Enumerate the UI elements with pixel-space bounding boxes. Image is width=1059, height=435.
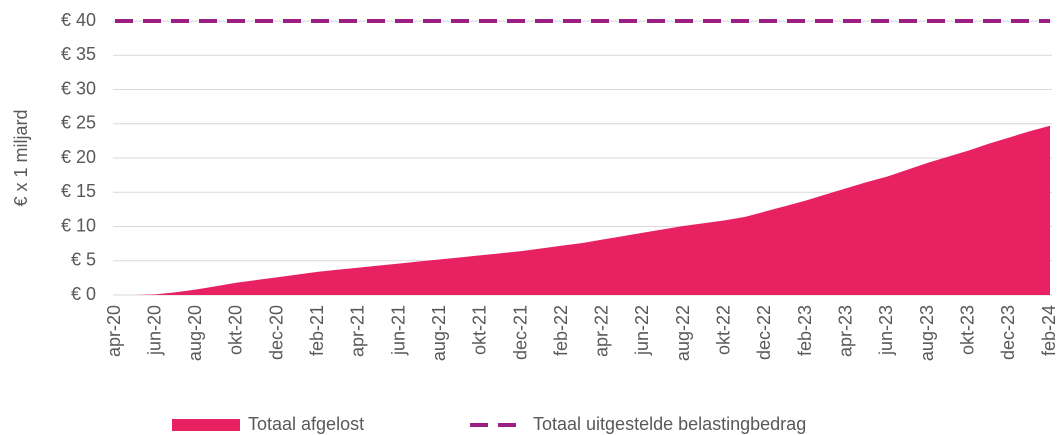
y-tick-label: € 20 [61, 147, 96, 167]
y-tick-label: € 25 [61, 113, 96, 133]
x-tick-label: aug-20 [185, 305, 205, 361]
y-tick-label: € 30 [61, 78, 96, 98]
x-tick-label: aug-21 [429, 305, 449, 361]
x-tick-label: okt-23 [957, 305, 977, 355]
y-tick-label: € 5 [71, 250, 96, 270]
x-tick-label: dec-20 [266, 305, 286, 360]
x-tick-label: feb-21 [307, 305, 327, 356]
legend-label: Totaal afgelost [248, 414, 364, 434]
x-tick-label: aug-23 [917, 305, 937, 361]
x-tick-label: feb-23 [795, 305, 815, 356]
y-tick-label: € 40 [61, 10, 96, 30]
x-tick-label: aug-22 [673, 305, 693, 361]
y-tick-label: € 35 [61, 44, 96, 64]
x-tick-label: feb-24 [1039, 305, 1059, 356]
x-tick-label: jun-22 [632, 305, 652, 356]
x-tick-label: okt-22 [714, 305, 734, 355]
x-tick-label: okt-20 [226, 305, 246, 355]
y-tick-label: € 10 [61, 215, 96, 235]
y-tick-label: € 0 [71, 284, 96, 304]
x-tick-label: apr-20 [104, 305, 124, 357]
x-tick-label: dec-23 [998, 305, 1018, 360]
x-tick-label: okt-21 [470, 305, 490, 355]
legend-label: Totaal uitgestelde belastingbedrag [533, 414, 806, 434]
area [115, 125, 1050, 296]
y-axis-title: € x 1 miljard [11, 109, 31, 206]
x-tick-label: dec-22 [754, 305, 774, 360]
x-tick-label: jun-23 [876, 305, 896, 356]
legend-swatch [172, 419, 240, 431]
x-tick-label: jun-20 [144, 305, 164, 356]
x-tick-label: apr-22 [592, 305, 612, 357]
x-tick-label: dec-21 [510, 305, 530, 360]
x-tick-label: apr-23 [835, 305, 855, 357]
y-tick-label: € 15 [61, 181, 96, 201]
x-tick-label: jun-21 [388, 305, 408, 356]
x-tick-label: feb-22 [551, 305, 571, 356]
x-tick-label: apr-21 [348, 305, 368, 357]
